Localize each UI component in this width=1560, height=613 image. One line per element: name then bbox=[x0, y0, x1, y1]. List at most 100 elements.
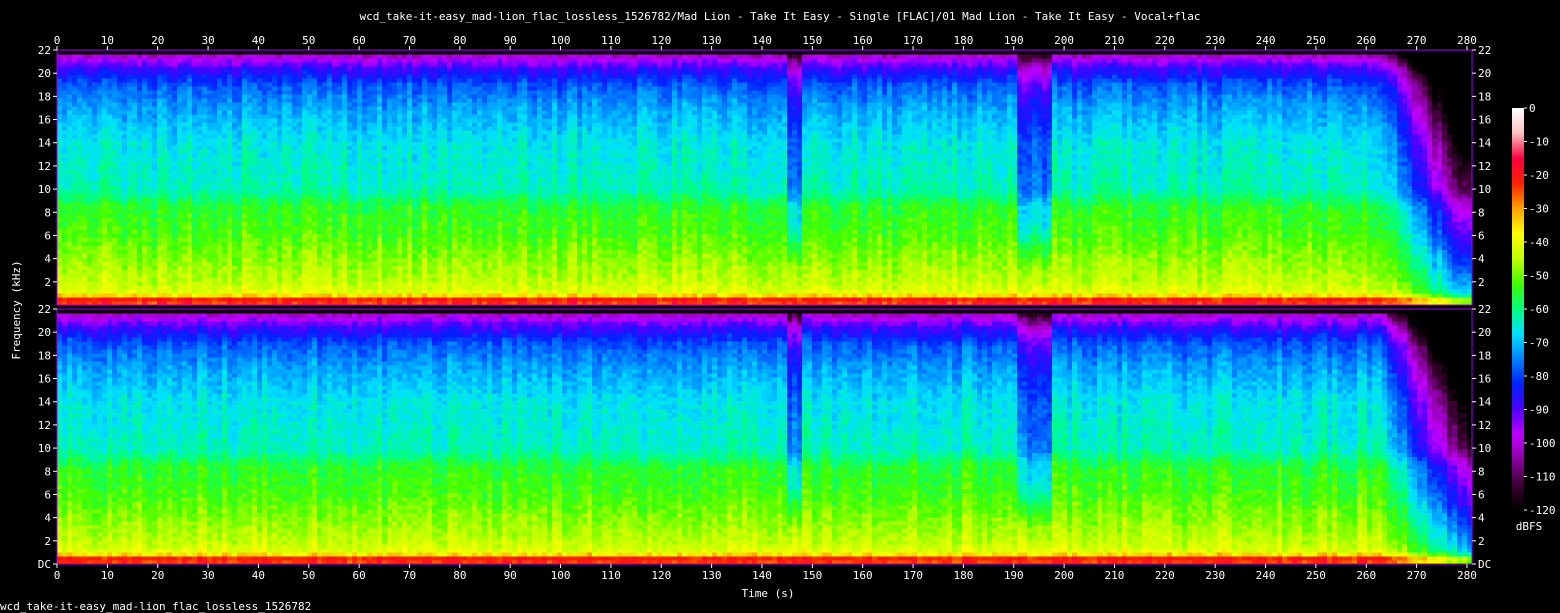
spectrogram-cell bbox=[112, 225, 118, 230]
spectrogram-cell bbox=[357, 205, 363, 210]
spectrogram-cell bbox=[167, 170, 173, 175]
spectrogram-cell bbox=[392, 269, 398, 274]
spectrogram-cell bbox=[202, 118, 208, 123]
spectrogram-cell bbox=[422, 170, 428, 175]
spectrogram-cell bbox=[187, 118, 193, 123]
spectrogram-cell bbox=[157, 277, 163, 282]
spectrogram-cell bbox=[87, 102, 93, 107]
spectrogram-cell bbox=[372, 134, 378, 139]
spectrogram-cell bbox=[97, 197, 103, 202]
spectrogram-cell bbox=[192, 74, 198, 79]
spectrogram-cell bbox=[57, 261, 63, 266]
spectrogram-cell bbox=[297, 66, 303, 71]
spectrogram-cell bbox=[142, 285, 148, 290]
spectrogram-cell bbox=[367, 265, 373, 270]
spectrogram-cell bbox=[222, 54, 228, 59]
spectrogram-cell bbox=[232, 106, 238, 111]
spectrogram-cell bbox=[137, 213, 143, 218]
spectrogram-cell bbox=[327, 201, 333, 206]
spectrogram-cell bbox=[297, 70, 303, 75]
spectrogram-cell bbox=[402, 166, 408, 171]
spectrogram-cell bbox=[322, 70, 328, 75]
spectrogram-cell bbox=[147, 154, 153, 159]
spectrogram-cell bbox=[242, 98, 248, 103]
spectrogram-cell bbox=[122, 118, 128, 123]
spectrogram-cell bbox=[402, 110, 408, 115]
spectrogram-cell bbox=[427, 90, 433, 95]
spectrogram-cell bbox=[287, 142, 293, 147]
spectrogram-cell bbox=[247, 154, 253, 159]
spectrogram-cell bbox=[242, 94, 248, 99]
spectrogram-cell bbox=[387, 66, 393, 71]
spectrogram-cell bbox=[417, 217, 423, 222]
spectrogram-cell bbox=[287, 229, 293, 234]
spectrogram-cell bbox=[427, 174, 433, 179]
spectrogram-cell bbox=[432, 273, 438, 278]
spectrogram-cell bbox=[262, 154, 268, 159]
spectrogram-cell bbox=[162, 174, 168, 179]
spectrogram-cell bbox=[227, 66, 233, 71]
spectrogram-cell bbox=[417, 245, 423, 250]
spectrogram-cell bbox=[347, 253, 353, 258]
spectrogram-cell bbox=[97, 74, 103, 79]
spectrogram-cell bbox=[222, 233, 228, 238]
spectrogram-cell bbox=[177, 94, 183, 99]
spectrogram-cell bbox=[412, 74, 418, 79]
spectrogram-cell bbox=[432, 193, 438, 198]
spectrogram-cell bbox=[332, 193, 338, 198]
spectrogram-cell bbox=[217, 50, 223, 55]
spectrogram-cell bbox=[432, 90, 438, 95]
spectrogram-cell bbox=[257, 62, 263, 67]
spectrogram-cell bbox=[97, 297, 103, 302]
spectrogram-cell bbox=[417, 70, 423, 75]
spectrogram-cell bbox=[157, 110, 163, 115]
spectrogram-cell bbox=[152, 118, 158, 123]
spectrogram-cell bbox=[257, 150, 263, 155]
spectrogram-cell bbox=[257, 265, 263, 270]
spectrogram-cell bbox=[97, 118, 103, 123]
spectrogram-cell bbox=[142, 197, 148, 202]
spectrogram-cell bbox=[92, 193, 98, 198]
spectrogram-cell bbox=[397, 181, 403, 186]
spectrogram-cell bbox=[407, 277, 413, 282]
spectrogram-cell bbox=[217, 122, 223, 127]
spectrogram-cell bbox=[137, 82, 143, 87]
spectrogram-cell bbox=[317, 110, 323, 115]
spectrogram-cell bbox=[207, 178, 213, 183]
spectrogram-cell bbox=[417, 114, 423, 119]
spectrogram-cell bbox=[312, 90, 318, 95]
spectrogram-cell bbox=[202, 138, 208, 143]
spectrogram-cell bbox=[227, 114, 233, 119]
spectrogram-cell bbox=[372, 86, 378, 91]
spectrogram-cell bbox=[347, 181, 353, 186]
spectrogram-cell bbox=[67, 98, 73, 103]
spectrogram-cell bbox=[177, 110, 183, 115]
spectrogram-cell bbox=[382, 221, 388, 226]
spectrogram-cell bbox=[357, 162, 363, 167]
spectrogram-cell bbox=[277, 221, 283, 226]
spectrogram-cell bbox=[327, 50, 333, 55]
spectrogram-cell bbox=[137, 130, 143, 135]
spectrogram-cell bbox=[152, 193, 158, 198]
spectrogram-cell bbox=[107, 261, 113, 266]
spectrogram-cell bbox=[382, 118, 388, 123]
spectrogram-cell bbox=[317, 126, 323, 131]
spectrogram-cell bbox=[437, 205, 443, 210]
spectrogram-cell bbox=[72, 249, 78, 254]
spectrogram-cell bbox=[157, 209, 163, 214]
spectrogram-cell bbox=[317, 229, 323, 234]
spectrogram-cell bbox=[192, 193, 198, 198]
spectrogram-cell bbox=[177, 289, 183, 294]
spectrogram-cell bbox=[302, 185, 308, 190]
spectrogram-cell bbox=[362, 82, 368, 87]
spectrogram-cell bbox=[307, 293, 313, 298]
spectrogram-cell bbox=[102, 142, 108, 147]
spectrogram-cell bbox=[407, 118, 413, 123]
spectrogram-cell bbox=[292, 50, 298, 55]
spectrogram-cell bbox=[367, 174, 373, 179]
spectrogram-cell bbox=[237, 193, 243, 198]
spectrogram-cell bbox=[217, 229, 223, 234]
spectrogram-cell bbox=[297, 150, 303, 155]
spectrogram-cell bbox=[192, 285, 198, 290]
spectrogram-cell bbox=[367, 209, 373, 214]
